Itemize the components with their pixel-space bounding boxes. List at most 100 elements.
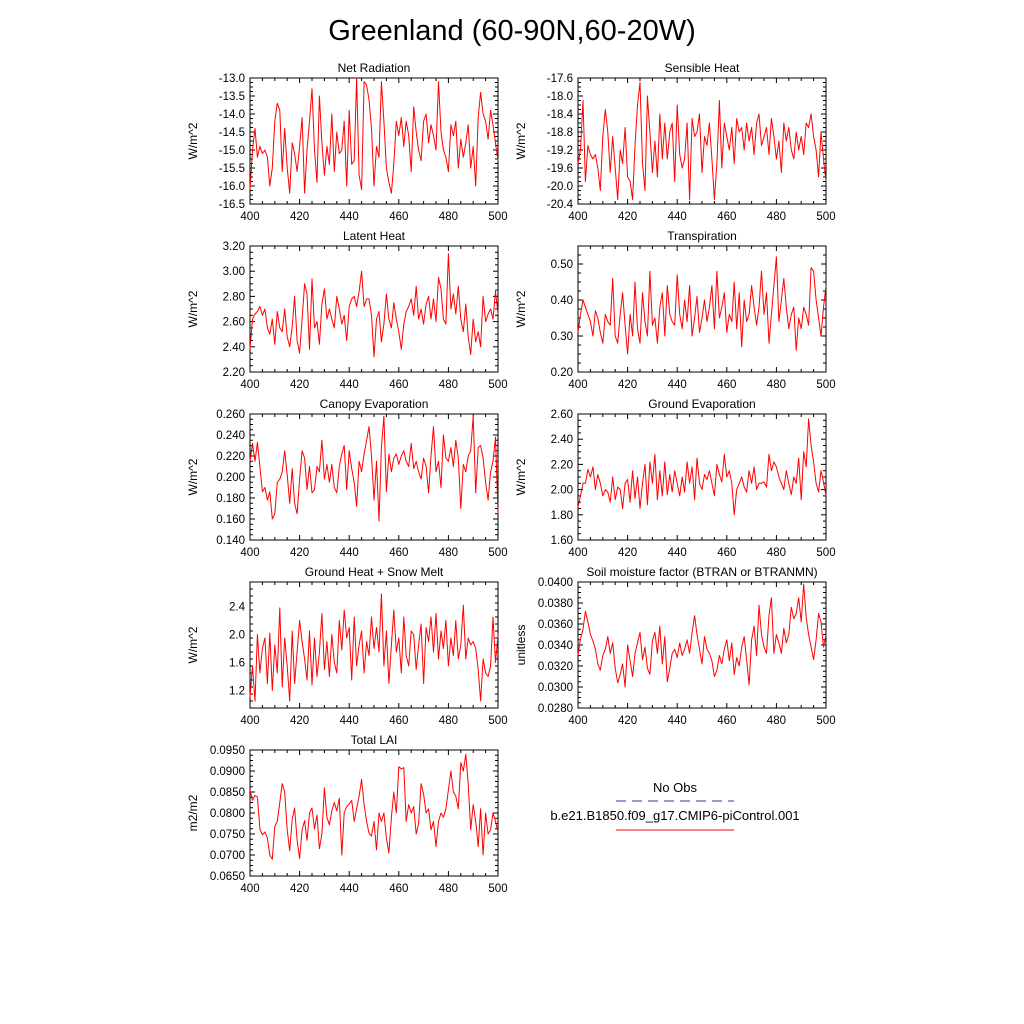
- series-line: [249, 593, 499, 702]
- panel-title: Canopy Evaporation: [320, 397, 429, 411]
- panel-title: Net Radiation: [338, 61, 411, 75]
- figure-title: Greenland (60-90N,60-20W): [328, 15, 696, 47]
- x-tick-label: 500: [488, 379, 507, 391]
- series-line: [577, 418, 827, 516]
- y-tick-label: 1.2: [229, 686, 245, 698]
- series-line: [249, 253, 499, 358]
- x-tick-label: 420: [290, 715, 309, 727]
- x-tick-label: 400: [568, 379, 587, 391]
- y-tick-label: 0.0800: [210, 808, 245, 820]
- y-tick-label: 2.20: [551, 459, 573, 471]
- y-axis-label: m2/m2: [186, 794, 200, 831]
- x-tick-label: 460: [717, 379, 736, 391]
- y-tick-label: 0.0750: [210, 829, 245, 841]
- x-tick-label: 480: [439, 883, 458, 895]
- x-tick-label: 460: [717, 211, 736, 223]
- y-tick-label: 0.240: [216, 430, 245, 442]
- y-tick-label: 2.0: [229, 630, 245, 642]
- panel-net-radiation: Net Radiation 400 420 440 460 480 500 -16.5 -16.…: [186, 61, 508, 223]
- y-tick-label: -16.0: [219, 181, 245, 193]
- series-line: [577, 583, 827, 688]
- y-tick-label: 2.60: [223, 317, 245, 329]
- x-tick-label: 500: [816, 379, 835, 391]
- y-axis-label: W/m^2: [186, 290, 200, 327]
- panel-title: Transpiration: [667, 229, 737, 243]
- series-line: [577, 256, 827, 355]
- panel-title: Latent Heat: [343, 229, 406, 243]
- x-tick-label: 440: [340, 883, 359, 895]
- x-tick-label: 400: [568, 547, 587, 559]
- y-tick-label: 1.80: [551, 510, 573, 522]
- x-tick-label: 480: [439, 715, 458, 727]
- panel-ground-heat-snow-melt: Ground Heat + Snow Melt 400 420 440 460 480 50…: [186, 565, 508, 727]
- panel-latent-heat: Latent Heat 400 420 440 460 480 500 2.20 2.40 2.6…: [186, 229, 508, 391]
- x-tick-label: 420: [618, 715, 637, 727]
- x-tick-label: 420: [290, 379, 309, 391]
- x-tick-label: 420: [290, 883, 309, 895]
- x-tick-label: 440: [340, 547, 359, 559]
- legend-obs-label: No Obs: [653, 780, 698, 795]
- y-tick-label: -14.5: [219, 127, 245, 139]
- series-line: [249, 753, 499, 860]
- panel-title: Total LAI: [351, 733, 398, 747]
- y-tick-label: 0.0850: [210, 787, 245, 799]
- x-tick-label: 460: [389, 883, 408, 895]
- series-line: [249, 415, 499, 522]
- x-tick-label: 400: [240, 379, 259, 391]
- panel-total-lai: Total LAI 400 420 440 460 480 500 0.0650 0.0700 0…: [186, 733, 508, 895]
- y-tick-label: 0.50: [551, 259, 573, 271]
- x-tick-label: 480: [767, 211, 786, 223]
- x-tick-label: 440: [668, 379, 687, 391]
- x-tick-label: 460: [389, 379, 408, 391]
- x-tick-label: 500: [816, 715, 835, 727]
- y-tick-label: -19.2: [547, 145, 573, 157]
- x-tick-label: 460: [389, 211, 408, 223]
- x-tick-label: 400: [240, 883, 259, 895]
- y-tick-label: -15.5: [219, 163, 245, 175]
- y-tick-label: 0.30: [551, 331, 573, 343]
- y-tick-label: -16.5: [219, 199, 245, 211]
- x-tick-label: 460: [717, 715, 736, 727]
- x-tick-label: 400: [568, 211, 587, 223]
- y-axis-label: unitless: [514, 625, 528, 666]
- x-tick-label: 460: [389, 547, 408, 559]
- y-tick-label: 0.260: [216, 409, 245, 421]
- y-axis-label: W/m^2: [186, 626, 200, 663]
- panel-canopy-evaporation: Canopy Evaporation 400 420 440 460 480 500 0.14…: [186, 397, 508, 559]
- x-tick-label: 400: [568, 715, 587, 727]
- y-tick-label: -19.6: [547, 163, 573, 175]
- x-tick-label: 500: [488, 883, 507, 895]
- x-tick-label: 420: [618, 379, 637, 391]
- x-tick-label: 500: [816, 547, 835, 559]
- x-tick-label: 500: [488, 547, 507, 559]
- y-tick-label: 2.20: [223, 367, 245, 379]
- x-tick-label: 480: [439, 211, 458, 223]
- y-tick-label: 0.160: [216, 514, 245, 526]
- x-tick-label: 480: [439, 379, 458, 391]
- y-axis-label: W/m^2: [514, 458, 528, 495]
- series-line: [577, 82, 827, 200]
- y-axis-label: W/m^2: [186, 122, 200, 159]
- x-tick-label: 460: [389, 715, 408, 727]
- legend: No Obs b.e21.B1850.f09_g17.CMIP6-piContr…: [550, 780, 800, 831]
- y-axis-label: W/m^2: [514, 122, 528, 159]
- panel-sensible-heat: Sensible Heat 400 420 440 460 480 500 -20.4 -20.…: [514, 61, 836, 223]
- y-tick-label: 0.0400: [538, 577, 573, 589]
- y-tick-label: 2.4: [229, 602, 246, 614]
- x-tick-label: 420: [290, 211, 309, 223]
- panel-title: Sensible Heat: [665, 61, 740, 75]
- x-tick-label: 400: [240, 715, 259, 727]
- y-tick-label: 0.200: [216, 472, 245, 484]
- y-tick-label: -17.6: [547, 73, 573, 85]
- y-tick-label: 0.0650: [210, 871, 245, 883]
- x-tick-label: 400: [240, 547, 259, 559]
- y-tick-label: 0.0700: [210, 850, 245, 862]
- x-tick-label: 480: [767, 547, 786, 559]
- x-tick-label: 420: [618, 547, 637, 559]
- y-axis-label: W/m^2: [186, 458, 200, 495]
- panel-title: Ground Heat + Snow Melt: [305, 565, 444, 579]
- y-tick-label: 0.0380: [538, 598, 573, 610]
- y-tick-label: 2.40: [223, 342, 245, 354]
- x-tick-label: 420: [618, 211, 637, 223]
